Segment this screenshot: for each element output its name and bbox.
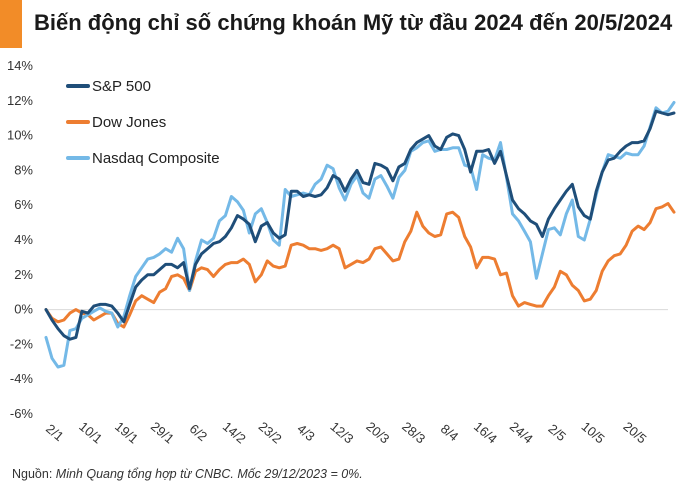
- legend: S&P 500 Dow Jones Nasdaq Composite: [66, 78, 220, 167]
- series-line-sp500: [44, 109, 676, 341]
- x-tick-label: 23/2: [256, 419, 285, 447]
- y-tick-label: -6%: [10, 406, 34, 421]
- chart-title: Biến động chỉ số chứng khoán Mỹ từ đầu 2…: [34, 10, 673, 35]
- y-tick-label: 6%: [14, 197, 33, 212]
- x-tick-label: 12/3: [327, 419, 356, 447]
- x-tick-label: 24/4: [507, 419, 536, 447]
- source-prefix: Nguồn:: [12, 467, 56, 481]
- x-tick-label: 10/5: [579, 419, 608, 447]
- x-tick-label: 19/1: [112, 419, 141, 447]
- legend-label-dowjones: Dow Jones: [92, 114, 166, 131]
- x-tick-label: 2/5: [546, 421, 569, 444]
- source-note: Nguồn: Minh Quang tổng hợp từ CNBC. Mốc …: [12, 467, 363, 481]
- y-axis: 14% 12% 10% 8% 6% 4% 2% 0% -2% -4% -6%: [7, 58, 33, 421]
- line-chart: 14% 12% 10% 8% 6% 4% 2% 0% -2% -4% -6% 2/1 10/1 19/1…: [7, 58, 676, 447]
- x-tick-label: 16/4: [471, 419, 500, 447]
- source-text: Minh Quang tổng hợp từ CNBC. Mốc 29/12/2…: [55, 467, 363, 481]
- y-tick-label: 2%: [14, 267, 33, 282]
- x-tick-label: 4/3: [294, 421, 317, 444]
- x-axis: 2/1 10/1 19/1 29/1 6/2 14/2 23/2 4/3 12/3 20/3 28/…: [43, 309, 668, 447]
- y-tick-label: -4%: [10, 371, 34, 386]
- x-tick-label: 6/2: [187, 421, 210, 444]
- title-bar: Biến động chỉ số chứng khoán Mỹ từ đầu 2…: [0, 0, 700, 48]
- x-tick-label: 29/1: [148, 419, 177, 447]
- y-tick-label: 12%: [7, 93, 33, 108]
- x-tick-label: 10/1: [76, 419, 105, 447]
- y-tick-label: -2%: [10, 336, 34, 351]
- x-tick-label: 8/4: [438, 421, 461, 444]
- y-tick-label: 10%: [7, 128, 33, 143]
- x-tick-label: 20/3: [363, 419, 392, 447]
- y-tick-label: 14%: [7, 58, 33, 73]
- x-tick-label: 20/5: [620, 419, 649, 447]
- y-tick-label: 0%: [14, 302, 33, 317]
- legend-label-nasdaq: Nasdaq Composite: [92, 150, 220, 167]
- y-tick-label: 8%: [14, 162, 33, 177]
- series-line-nasdaq: [44, 101, 676, 369]
- legend-label-sp500: S&P 500: [92, 78, 151, 95]
- y-tick-label: 4%: [14, 232, 33, 247]
- x-tick-label: 2/1: [43, 421, 66, 444]
- plot-area: [44, 101, 676, 369]
- x-tick-label: 14/2: [220, 419, 249, 447]
- series-line-dowjones: [44, 202, 676, 329]
- x-tick-label: 28/3: [399, 419, 428, 447]
- title-accent-bar: [0, 0, 22, 48]
